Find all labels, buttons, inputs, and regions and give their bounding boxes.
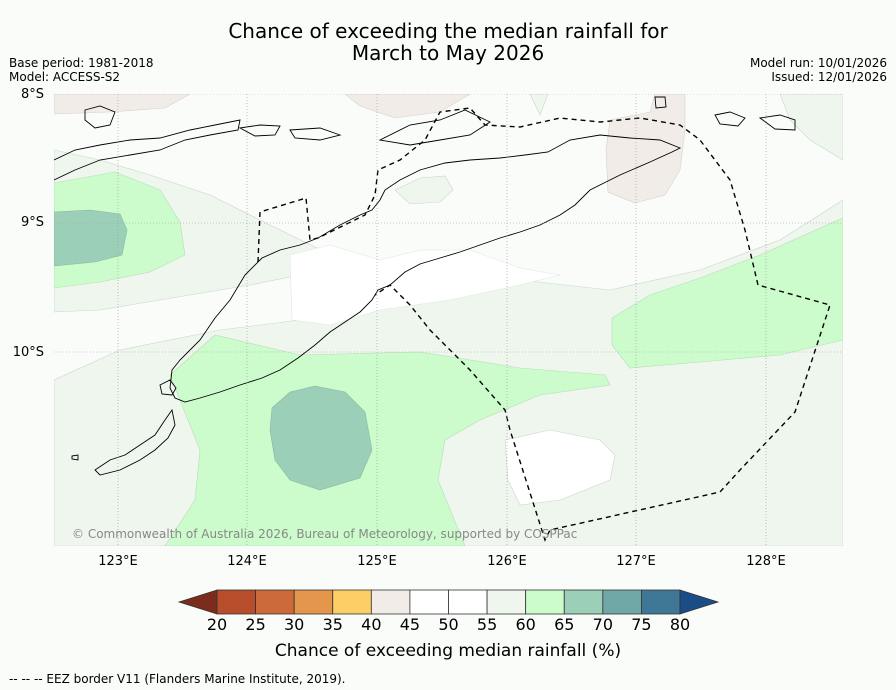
colorbar-label: Chance of exceeding median rainfall (%) xyxy=(274,641,622,661)
base-period: Base period: 1981-2018 xyxy=(9,56,154,70)
colorbar-swatch-70-75 xyxy=(602,589,642,615)
chart-title: Chance of exceeding the median rainfall … xyxy=(0,20,896,64)
lat-label-8s: 8°S xyxy=(20,87,44,102)
contour-55-60-north xyxy=(529,94,549,116)
colorbar-tick-35: 35 xyxy=(322,615,343,634)
colorbar-swatch-50-55 xyxy=(448,589,488,615)
colorbar-tick-70: 70 xyxy=(592,615,613,634)
colorbar-tick-45: 45 xyxy=(399,615,421,634)
graticule xyxy=(54,94,843,546)
east-islands xyxy=(654,96,796,131)
title-line-2: March to May 2026 xyxy=(351,41,545,65)
colorbar-swatch-30-35 xyxy=(293,589,334,615)
contour-40-45-north xyxy=(344,94,471,119)
meta-right: Model run: 10/01/2026 Issued: 12/01/2026 xyxy=(750,56,887,84)
flores-coast xyxy=(54,119,241,181)
lon-label-125e: 125°E xyxy=(357,554,397,569)
timor-island xyxy=(169,134,682,403)
contour-65-70-south xyxy=(269,385,373,491)
copyright-notice: © Commonwealth of Australia 2026, Bureau… xyxy=(72,527,578,541)
island-sawu xyxy=(94,408,176,476)
colorbar-tick-25: 25 xyxy=(245,615,266,634)
contour-55-60-blob xyxy=(394,175,454,205)
colorbar-swatch-25-30 xyxy=(255,589,295,615)
colorbar-tick-30: 30 xyxy=(283,615,305,634)
issued-date: Issued: 12/01/2026 xyxy=(771,70,887,84)
colorbar-swatch-55-60 xyxy=(486,589,527,615)
contour-50-55-south-pocket xyxy=(504,429,616,506)
island-tiny-1 xyxy=(71,454,79,461)
lon-label-128e: 128°E xyxy=(746,554,786,569)
contour-65-70-west xyxy=(54,209,128,267)
colorbar-tick-20: 20 xyxy=(206,615,228,634)
title-line-1: Chance of exceeding the median rainfall … xyxy=(228,19,668,43)
colorbar-swatch-40-45 xyxy=(370,589,411,615)
colorbar-swatch-45-50 xyxy=(409,589,449,615)
alor-coast xyxy=(84,105,342,141)
small-island-west xyxy=(159,379,177,396)
lat-label-9s: 9°S xyxy=(20,215,44,230)
contour-60-65-south xyxy=(164,334,611,546)
meta-left: Base period: 1981-2018 Model: ACCESS-S2 xyxy=(9,56,154,84)
contour-40-45-northeast xyxy=(605,94,686,204)
contour-55-60-east xyxy=(779,94,843,161)
lon-label-126e: 126°E xyxy=(487,554,527,569)
lat-label-10s: 10°S xyxy=(12,345,44,360)
lon-label-127e: 127°E xyxy=(616,554,656,569)
eez-border xyxy=(257,107,831,542)
colorbar-tick-50: 50 xyxy=(438,615,459,634)
colorbar-extend-high xyxy=(679,589,720,615)
colorbar-swatch-20-25 xyxy=(216,589,256,615)
model-name: Model: ACCESS-S2 xyxy=(9,70,121,84)
lon-label-123e: 123°E xyxy=(98,554,138,569)
colorbar-tick-75: 75 xyxy=(631,615,652,634)
colorbar-tick-65: 65 xyxy=(554,615,575,634)
colorbar-swatch-75-80 xyxy=(641,589,681,615)
colorbar-tick-80: 80 xyxy=(669,615,691,634)
colorbar-swatch-65-70 xyxy=(563,589,604,615)
model-run: Model run: 10/01/2026 xyxy=(749,56,887,70)
contour-60-65-east xyxy=(611,217,843,369)
colorbar-tick-40: 40 xyxy=(361,615,382,634)
colorbar-tick-60: 60 xyxy=(515,615,536,634)
eez-footnote: -- -- -- EEZ border V11 (Flanders Marine… xyxy=(9,672,346,686)
lon-label-124e: 124°E xyxy=(227,554,267,569)
contour-50-55-center xyxy=(289,244,561,326)
colorbar-extend-low xyxy=(177,589,218,615)
colorbar-swatch-60-65 xyxy=(525,589,565,615)
colorbar-tick-55: 55 xyxy=(476,615,498,634)
colorbar-swatch-35-40 xyxy=(332,589,372,615)
